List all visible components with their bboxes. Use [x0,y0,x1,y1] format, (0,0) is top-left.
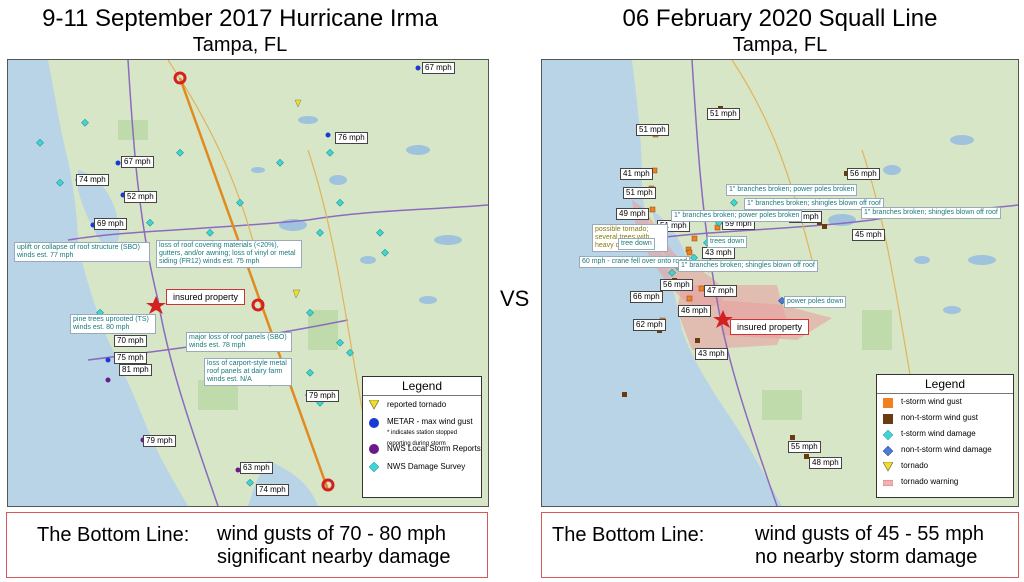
gust-label: 66 mph [630,291,663,303]
legend-item: NWS Local Storm Reports [363,440,481,458]
damage-label: loss of roof covering materials (<20%), … [156,240,302,268]
gust-label: 81 mph [119,364,152,376]
legend-item: tornado warning [877,474,1013,490]
damage-label: 1" branches broken; shingles blown off r… [678,260,818,272]
legend-item: tornado [877,458,1013,474]
gust-label: 43 mph [702,247,735,259]
left-title: 9-11 September 2017 Hurricane Irma [42,5,438,32]
non-tstorm-damage-icon [883,446,893,456]
gust-label: 69 mph [94,218,127,230]
gust-label: 49 mph [616,208,649,220]
gust-label: 51 mph [707,108,740,120]
gust-label: 46 mph [678,305,711,317]
legend-item: NWS Damage Survey [363,458,481,476]
gust-label: 55 mph [788,441,821,453]
left-bottom-line: The Bottom Line: wind gusts of 70 - 80 m… [6,512,488,578]
vs-label: VS [500,286,530,311]
right-legend: Legend t-storm wind gust non-t-storm win… [876,374,1014,498]
legend-title: Legend [877,375,1013,394]
tornado-warning-icon [883,479,893,487]
legend-item: non-t-storm wind damage [877,442,1013,458]
gust-label: 52 mph [124,191,157,203]
damage-diamond-icon [369,462,379,472]
damage-label: loss of carport-style metal roof panels … [204,358,292,386]
bottom-line-text: significant nearby damage [217,546,451,568]
gust-label: 62 mph [633,319,666,331]
gust-label: 67 mph [121,156,154,168]
legend-title: Legend [363,377,481,396]
legend-item: reported tornado [363,396,481,414]
damage-label: power poles down [784,296,847,308]
damage-label: trees down [707,236,748,248]
right-map[interactable]: 51 mph 51 mph 56 mph 41 mph 51 mph 49 mp… [541,59,1019,507]
left-map[interactable]: 67 mph 67 mph 74 mph 52 mph 69 mph 76 mp… [7,59,489,507]
gust-label: 75 mph [114,352,147,364]
gust-label: 56 mph [660,279,693,291]
legend-item: t-storm wind damage [877,426,1013,442]
gust-label: 48 mph [809,457,842,469]
gust-label: 76 mph [335,132,368,144]
gust-label: 67 mph [422,62,455,74]
gust-label: 51 mph [623,187,656,199]
gust-label: 45 mph [852,229,885,241]
bottom-line-text: no nearby storm damage [755,546,978,568]
gust-label: 63 mph [240,462,273,474]
damage-label: 1" branches broken; power poles broken [671,210,803,222]
gust-label: 41 mph [620,168,653,180]
legend-item: non-t-storm wind gust [877,410,1013,426]
damage-label: major loss of roof panels (SBO) winds es… [186,332,292,352]
insured-star [146,296,166,314]
lsr-dot-icon [369,444,379,454]
gust-label: 56 mph [847,168,880,180]
left-legend: Legend reported tornado METAR - max wind… [362,376,482,498]
gust-label: 70 mph [114,335,147,347]
tornado-icon [883,462,893,472]
gust-label: 74 mph [256,484,289,496]
damage-label: 1" branches broken; shingles blown off r… [744,198,884,210]
tornado-icon [369,400,379,410]
tstorm-gust-icon [883,398,893,408]
gust-label: 47 mph [704,285,737,297]
bottom-line-label: The Bottom Line: [552,524,705,546]
gust-label: 79 mph [143,435,176,447]
damage-label: 1" branches broken; power poles broken [726,184,858,196]
gust-label: 43 mph [695,348,728,360]
metar-dot-icon [369,418,379,428]
bottom-line-label: The Bottom Line: [37,524,190,546]
damage-label: tree down [618,238,655,250]
hurricane-icon [173,71,335,492]
gust-label: 74 mph [76,174,109,186]
damage-label: uplift or collapse of roof structure (SB… [14,242,150,262]
non-tstorm-gust-icon [883,414,893,424]
right-bottom-line: The Bottom Line: wind gusts of 45 - 55 m… [541,512,1019,578]
legend-note: * indicates station stopped reporting du… [387,430,458,447]
insured-star [713,310,733,328]
gust-label: 79 mph [306,390,339,402]
insured-property-label: insured property [730,319,810,335]
insured-property-label: insured property [166,289,246,305]
bottom-line-text: wind gusts of 45 - 55 mph [755,523,985,545]
damage-label: 1" branches broken; shingles blown off r… [861,207,1001,219]
gust-label: 51 mph [636,124,669,136]
right-title: 06 February 2020 Squall Line [622,5,938,32]
left-subtitle: Tampa, FL [192,34,288,56]
damage-label: 60 mph - crane fell over onto road [579,256,691,268]
tstorm-damage-icon [883,430,893,440]
legend-item: t-storm wind gust [877,394,1013,410]
legend-item: METAR - max wind gust * indicates statio… [363,414,481,447]
bottom-line-text: wind gusts of 70 - 80 mph [217,523,447,545]
damage-label: pine trees uprooted (TS) winds est. 80 m… [70,314,156,334]
right-subtitle: Tampa, FL [732,34,828,56]
